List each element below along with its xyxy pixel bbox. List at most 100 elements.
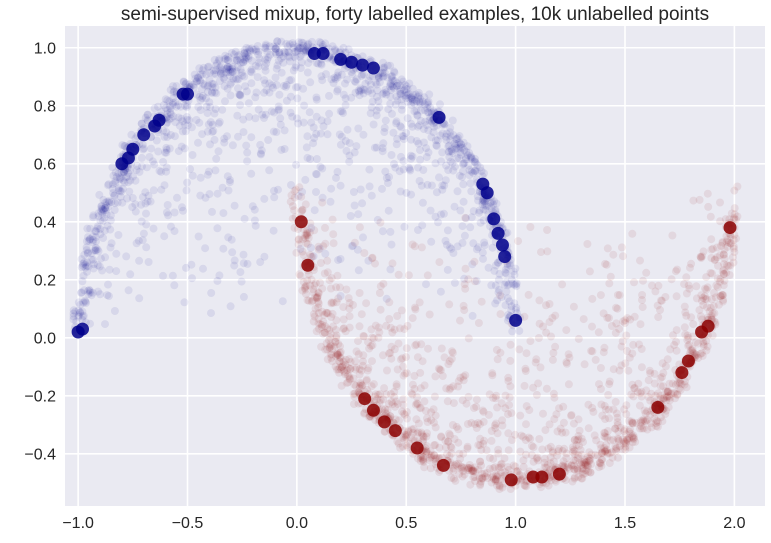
unlabelled-point xyxy=(594,328,603,337)
unlabelled-point xyxy=(603,313,612,322)
unlabelled-point xyxy=(508,327,517,336)
unlabelled-point xyxy=(166,131,175,139)
unlabelled-point xyxy=(299,41,308,50)
unlabelled-point xyxy=(476,163,485,172)
unlabelled-point xyxy=(493,481,501,490)
unlabelled-point xyxy=(397,152,405,161)
unlabelled-point xyxy=(378,147,387,156)
unlabelled-point xyxy=(650,414,659,423)
unlabelled-point xyxy=(395,167,404,176)
unlabelled-point xyxy=(426,454,435,462)
unlabelled-point xyxy=(480,238,489,247)
unlabelled-point xyxy=(386,227,395,236)
unlabelled-point xyxy=(170,208,179,217)
unlabelled-point xyxy=(444,360,453,369)
unlabelled-point xyxy=(722,232,731,241)
unlabelled-point xyxy=(489,393,498,402)
unlabelled-point xyxy=(586,455,595,463)
unlabelled-point xyxy=(497,399,506,408)
unlabelled-point xyxy=(188,171,197,180)
unlabelled-point xyxy=(379,351,387,360)
unlabelled-point xyxy=(423,418,432,426)
unlabelled-point xyxy=(294,235,303,244)
unlabelled-point xyxy=(672,346,681,355)
unlabelled-point xyxy=(431,423,440,432)
unlabelled-point xyxy=(470,467,479,476)
unlabelled-point xyxy=(354,124,363,133)
unlabelled-point xyxy=(682,383,691,392)
unlabelled-point xyxy=(333,271,342,280)
unlabelled-point xyxy=(393,437,402,446)
unlabelled-point xyxy=(406,151,415,160)
unlabelled-point xyxy=(581,458,590,467)
unlabelled-point xyxy=(494,449,503,458)
unlabelled-point xyxy=(672,292,681,301)
labelled-point xyxy=(552,467,566,481)
unlabelled-point xyxy=(716,292,725,300)
unlabelled-point xyxy=(587,460,596,469)
unlabelled-point xyxy=(699,339,708,348)
unlabelled-point xyxy=(220,82,229,91)
unlabelled-point xyxy=(319,242,328,251)
unlabelled-point xyxy=(702,285,711,294)
unlabelled-point xyxy=(275,90,284,99)
unlabelled-point xyxy=(294,44,303,53)
unlabelled-point xyxy=(327,184,336,193)
unlabelled-point xyxy=(277,54,286,63)
unlabelled-point xyxy=(462,399,471,408)
unlabelled-point xyxy=(81,263,90,272)
unlabelled-point xyxy=(172,102,181,111)
unlabelled-point xyxy=(341,101,350,110)
unlabelled-point xyxy=(470,157,479,166)
unlabelled-point xyxy=(535,296,544,305)
unlabelled-point xyxy=(399,132,408,141)
unlabelled-point xyxy=(407,389,416,398)
unlabelled-point xyxy=(366,72,375,81)
unlabelled-point xyxy=(459,167,467,176)
unlabelled-point xyxy=(480,241,489,250)
unlabelled-point xyxy=(298,247,307,256)
unlabelled-point xyxy=(396,187,405,196)
unlabelled-point xyxy=(119,176,128,185)
unlabelled-point xyxy=(208,89,217,98)
unlabelled-point xyxy=(477,446,486,455)
unlabelled-point xyxy=(342,285,351,294)
unlabelled-point xyxy=(491,261,500,270)
labelled-point xyxy=(345,55,359,69)
unlabelled-point xyxy=(381,116,390,125)
unlabelled-point xyxy=(252,88,261,97)
unlabelled-point xyxy=(393,134,402,143)
unlabelled-point xyxy=(569,445,578,454)
unlabelled-point xyxy=(446,124,455,132)
unlabelled-point xyxy=(559,418,568,427)
unlabelled-point xyxy=(213,276,222,285)
unlabelled-point xyxy=(282,81,291,89)
unlabelled-point xyxy=(636,418,645,427)
unlabelled-point xyxy=(161,95,170,104)
unlabelled-point xyxy=(456,140,465,149)
unlabelled-point xyxy=(474,465,483,474)
unlabelled-point xyxy=(97,202,106,211)
unlabelled-point xyxy=(338,362,346,371)
unlabelled-point xyxy=(323,324,332,333)
unlabelled-point xyxy=(423,108,432,117)
unlabelled-point xyxy=(634,379,643,388)
unlabelled-point xyxy=(410,384,419,393)
unlabelled-point xyxy=(317,72,326,81)
unlabelled-point xyxy=(480,169,488,178)
unlabelled-point xyxy=(632,418,641,427)
unlabelled-point xyxy=(410,99,419,108)
unlabelled-point xyxy=(269,226,278,235)
unlabelled-point xyxy=(292,248,301,257)
unlabelled-point xyxy=(726,261,735,270)
unlabelled-point xyxy=(344,378,352,387)
unlabelled-point xyxy=(198,130,207,139)
unlabelled-point xyxy=(501,391,510,400)
unlabelled-point xyxy=(362,375,371,384)
unlabelled-point xyxy=(407,92,416,101)
unlabelled-point xyxy=(311,279,320,288)
unlabelled-point xyxy=(288,112,297,121)
unlabelled-point xyxy=(98,209,107,218)
unlabelled-point xyxy=(646,411,655,419)
unlabelled-point xyxy=(449,474,458,483)
